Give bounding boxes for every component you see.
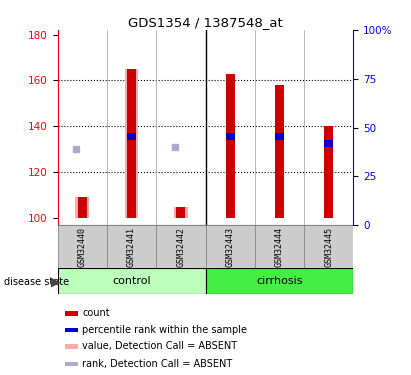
Text: control: control [112,276,151,286]
Bar [174,207,188,218]
Text: disease state: disease state [4,277,69,287]
Text: count: count [82,309,110,318]
Bar [125,69,139,218]
Text: GSM32444: GSM32444 [275,226,284,267]
Bar [176,207,185,218]
Bar [58,268,206,294]
Bar [226,74,235,218]
Text: GSM32443: GSM32443 [226,226,235,267]
Bar [78,198,87,218]
Bar [65,344,78,349]
Bar [156,225,206,268]
Bar [65,311,78,316]
Text: ▶: ▶ [51,276,61,288]
Text: cirrhosis: cirrhosis [256,276,303,286]
Bar [206,268,353,294]
Bar [65,328,78,332]
Text: percentile rank within the sample: percentile rank within the sample [82,325,247,335]
Bar [127,69,136,218]
Bar [75,198,89,218]
Text: value, Detection Call = ABSENT: value, Detection Call = ABSENT [82,342,237,351]
Bar [275,133,284,140]
Bar [65,362,78,366]
Bar [255,225,304,268]
Bar [275,85,284,218]
Text: GSM32441: GSM32441 [127,226,136,267]
Title: GDS1354 / 1387548_at: GDS1354 / 1387548_at [128,16,283,29]
Bar [324,140,333,147]
Bar [107,225,156,268]
Bar [324,126,333,218]
Bar [226,133,235,140]
Bar [304,225,353,268]
Text: GSM32440: GSM32440 [78,226,87,267]
Bar [58,225,107,268]
Text: GSM32445: GSM32445 [324,226,333,267]
Bar [206,225,255,268]
Text: rank, Detection Call = ABSENT: rank, Detection Call = ABSENT [82,359,232,369]
Text: GSM32442: GSM32442 [176,226,185,267]
Bar [127,133,136,140]
